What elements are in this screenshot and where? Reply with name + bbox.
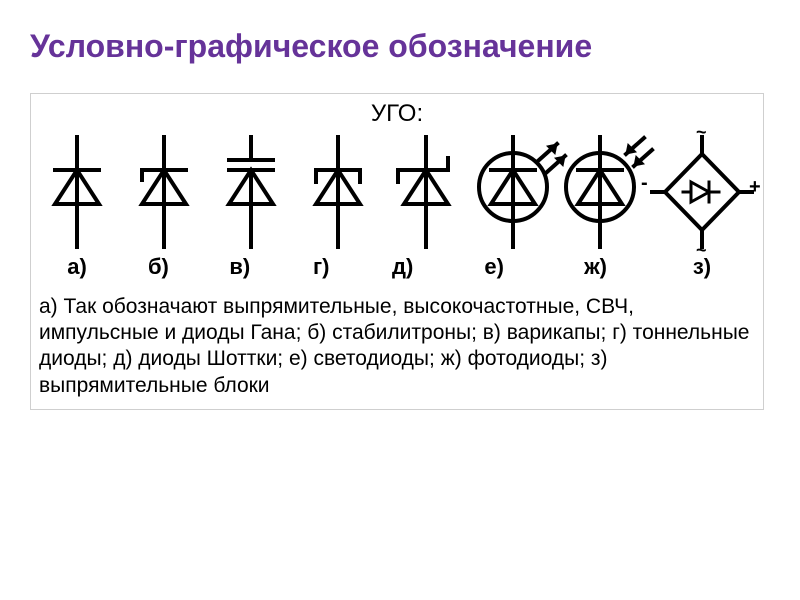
subtitle: УГО: [37, 100, 757, 128]
symbol-tunnel [298, 132, 378, 252]
symbols-row: ~ ~ - + [37, 132, 757, 252]
page-title: Условно-графическое обозначение [30, 28, 770, 65]
label-e: е) [444, 254, 544, 280]
symbol-diode [37, 132, 117, 252]
bridge-mark-left: - [641, 172, 648, 195]
varicap-icon [211, 132, 291, 252]
figure-box: УГО: [30, 93, 764, 410]
label-d: д) [363, 254, 443, 280]
symbol-bridge: ~ ~ - + [647, 132, 757, 252]
diode-icon [37, 132, 117, 252]
page: Условно-графическое обозначение УГО: [0, 0, 800, 600]
bridge-icon [647, 132, 757, 252]
legend-text: а) Так обозначают выпрямительные, высоко… [39, 294, 755, 399]
label-b: б) [118, 254, 198, 280]
label-g: г) [281, 254, 361, 280]
symbol-zener [124, 132, 204, 252]
labels-row: а) б) в) г) д) е) ж) з) [37, 254, 757, 280]
symbol-led [473, 132, 553, 252]
label-a: а) [37, 254, 117, 280]
tunnel-icon [298, 132, 378, 252]
schottky-icon [386, 132, 466, 252]
bridge-mark-top: ~ [696, 122, 707, 143]
symbol-photodiode [560, 132, 640, 252]
led-icon [473, 132, 573, 252]
label-zh: ж) [546, 254, 646, 280]
bridge-mark-bottom: ~ [696, 240, 707, 261]
label-v: в) [200, 254, 280, 280]
bridge-mark-right: + [749, 176, 761, 199]
symbol-varicap [211, 132, 291, 252]
symbol-schottky [386, 132, 466, 252]
zener-icon [124, 132, 204, 252]
